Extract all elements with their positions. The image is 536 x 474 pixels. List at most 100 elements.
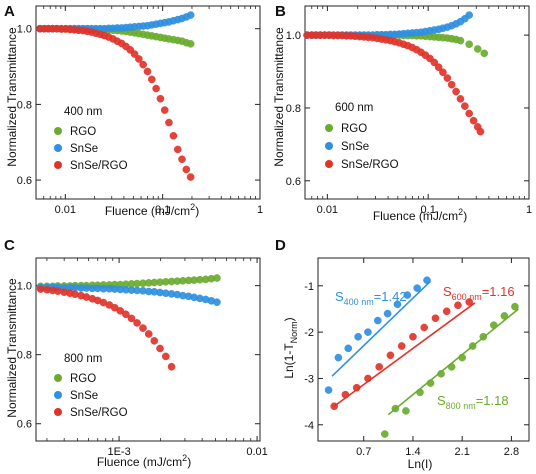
legend: RGO SnSe SnSe/RGO [325, 123, 399, 171]
data-point [143, 67, 152, 76]
data-point [437, 370, 445, 378]
legend-marker-snse [325, 142, 333, 150]
data-point [456, 95, 465, 103]
x-tick-label: 1E-3 [107, 446, 130, 458]
data-point [213, 274, 221, 282]
data-point [456, 36, 465, 45]
data-point [139, 60, 147, 69]
panel-label: D [275, 237, 286, 254]
data-point [420, 323, 429, 332]
data-point [127, 314, 136, 323]
legend-marker-snse-rgo [54, 161, 62, 169]
legend-marker-snse-rgo [325, 160, 333, 168]
legend-marker-rgo [325, 124, 333, 132]
data-point [161, 352, 170, 361]
data-point [465, 11, 473, 19]
legend-marker-snse [54, 391, 62, 399]
y-tick-label: 1.0 [286, 30, 301, 42]
data-point [116, 307, 125, 315]
data-point [458, 353, 466, 362]
legend: RGO SnSe SnSe/RGO [54, 373, 128, 419]
x-tick-label: 1.4 [405, 446, 420, 458]
legend-label-snse-rgo: SnSe/RGO [70, 160, 128, 172]
y-axis-label: Normalized Transmittance [5, 27, 19, 167]
data-point [186, 173, 195, 181]
x-tick-label: 0.1 [155, 204, 170, 216]
data-point [364, 328, 372, 336]
fit-annotation-600nm: S600 nm=1.16 [443, 284, 515, 302]
y-tick-label: -4 [304, 420, 314, 432]
data-point [373, 316, 382, 325]
x-tick-label: 1 [526, 204, 532, 216]
data-point [375, 363, 383, 371]
data-point [434, 63, 443, 71]
data-point [324, 386, 333, 394]
y-tick-label: 1.0 [17, 281, 32, 293]
legend: RGO SnSe SnSe/RGO [54, 126, 128, 172]
data-point [439, 68, 447, 77]
plot-frame [35, 5, 261, 200]
legend-marker-rgo [54, 127, 62, 135]
data-point [454, 301, 462, 310]
y-axis-label: Normalized Transmittance [272, 27, 286, 167]
plot-frame [304, 5, 530, 200]
data-point [182, 165, 191, 174]
data-point [213, 298, 221, 306]
y-tick-label: 0.6 [286, 176, 301, 188]
data-point [465, 109, 473, 118]
data-point [150, 337, 159, 345]
data-point [130, 50, 139, 58]
panel-label: A [4, 3, 15, 20]
data-point [135, 55, 143, 63]
data-point [383, 309, 392, 318]
data-point [139, 324, 147, 332]
fit-annotation-400nm: S400 nm=1.42 [335, 289, 407, 307]
data-point [341, 390, 350, 399]
x-tick-label: 0.01 [55, 204, 76, 216]
y-tick-label: 0.6 [17, 419, 32, 431]
data-point [442, 307, 451, 316]
data-point [473, 45, 482, 53]
legend-label-snse: SnSe [341, 141, 369, 153]
data-point [447, 363, 456, 371]
data-point [156, 344, 164, 353]
x-tick-label: 1 [257, 204, 263, 216]
data-point [186, 11, 195, 19]
x-tick-label: 2.1 [455, 446, 470, 458]
legend-label-rgo: RGO [341, 123, 367, 135]
y-tick-label: 0.8 [17, 99, 32, 111]
data-point [479, 332, 488, 341]
wavelength-annotation: 400 nm [64, 106, 102, 118]
x-tick-label: 0.1 [421, 204, 436, 216]
data-point [364, 374, 372, 383]
y-tick-label: 0.8 [17, 350, 32, 362]
data-point [122, 310, 130, 319]
data-point [469, 116, 478, 125]
data-point [413, 284, 421, 292]
legend-label-rgo: RGO [70, 373, 96, 385]
legend-marker-rgo [54, 374, 62, 382]
y-tick-label: -1 [304, 281, 314, 293]
data-point [169, 132, 178, 140]
data-point [443, 74, 452, 82]
data-point [165, 118, 173, 127]
data-point [344, 344, 353, 353]
data-point [167, 362, 176, 371]
data-point [403, 291, 412, 299]
panel-d: D Ln(1-TNorm) Ln(I) S400 nm=1.42 S600 nm… [275, 237, 530, 471]
data-point [402, 407, 410, 415]
legend-marker-snse [54, 144, 62, 152]
data-point [173, 145, 182, 154]
panel-label: C [4, 237, 15, 254]
legend-label-snse-rgo: SnSe/RGO [341, 159, 399, 171]
data-point [36, 285, 45, 293]
data-point [416, 388, 424, 397]
y-axis-label: Normalized Transmittance [5, 278, 19, 418]
wavelength-annotation: 600 nm [335, 102, 373, 114]
data-point [386, 351, 395, 360]
legend-label-snse: SnSe [70, 143, 98, 155]
data-point [409, 332, 417, 341]
data-point [381, 430, 389, 438]
data-point [452, 87, 460, 96]
data-point [54, 287, 62, 295]
